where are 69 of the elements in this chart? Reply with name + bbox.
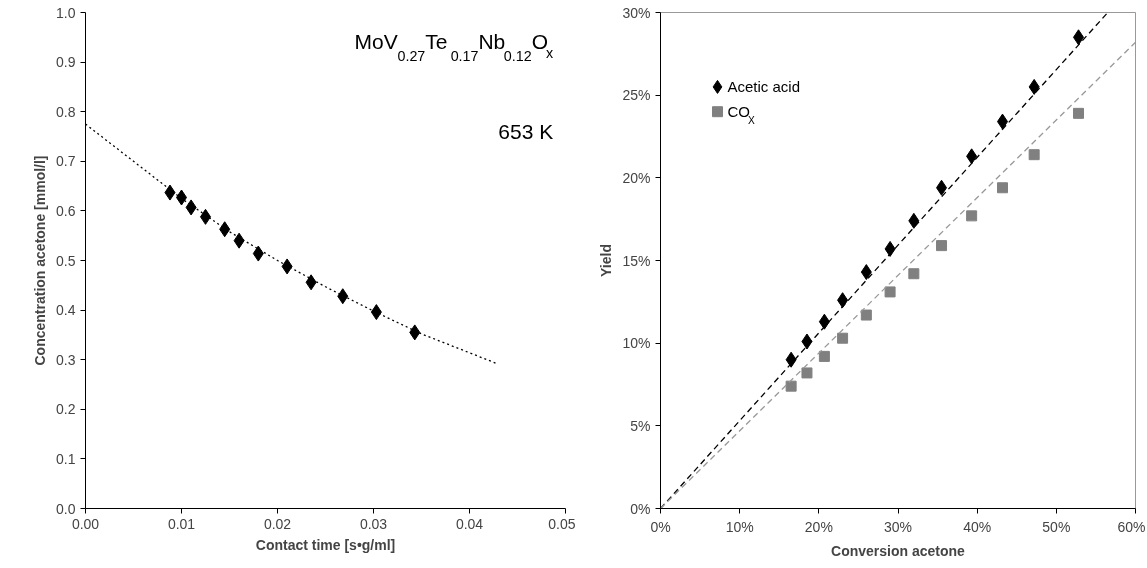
x-axis-title: Contact time [s•g/ml]	[255, 536, 396, 553]
point	[370, 304, 382, 321]
point	[818, 313, 830, 330]
y-tick-label: 0.9	[56, 54, 76, 71]
legend-label: Acetic acid	[727, 77, 801, 95]
point	[305, 274, 317, 291]
point	[185, 199, 197, 216]
point	[252, 245, 264, 262]
point	[936, 179, 948, 196]
x-tick-label: 20%	[804, 518, 833, 535]
x-tick-label: 30%	[883, 518, 913, 535]
y-tick-label: 10%	[622, 335, 651, 352]
point	[1028, 78, 1040, 95]
point	[860, 264, 872, 281]
point	[281, 258, 293, 275]
point	[785, 380, 797, 392]
x-tick-label: 0.03	[359, 515, 388, 532]
y-tick-label: 5%	[630, 417, 651, 434]
point	[801, 367, 813, 379]
point	[966, 210, 978, 222]
y-tick-label: 20%	[622, 169, 651, 186]
y-tick-label: 1.0	[56, 4, 76, 21]
point	[837, 292, 849, 309]
x-tick-label: 0.04	[455, 515, 484, 532]
y-tick-label: 0.3	[56, 351, 76, 368]
point	[219, 221, 231, 238]
point	[164, 184, 176, 201]
point	[997, 182, 1008, 194]
y-tick-label: 0.6	[56, 202, 76, 219]
y-axis-title: Yield	[598, 244, 615, 277]
y-tick-label: 15%	[622, 252, 651, 269]
x-axis-title: Conversion acetone	[831, 542, 966, 559]
point	[801, 333, 813, 350]
y-tick-label: 0.8	[56, 103, 76, 120]
y-tick-label: 0.5	[56, 252, 76, 269]
x-tick-label: 50%	[1042, 518, 1071, 535]
y-tick-label: 0.7	[56, 153, 76, 170]
y-tick-label: 30%	[622, 4, 651, 21]
point	[908, 268, 920, 280]
y-tick-label: 0%	[630, 500, 651, 517]
x-tick-label: 60%	[1117, 518, 1146, 535]
annotation: 653 K	[498, 119, 554, 143]
y-tick-label: 0.4	[56, 302, 76, 319]
x-tick-label: 0.05	[548, 515, 576, 532]
point	[409, 324, 421, 341]
point	[818, 350, 830, 362]
x-tick-label: 40%	[963, 518, 992, 535]
y-axis-title: Concentration acetone [mmol/l]	[32, 155, 49, 366]
point	[884, 286, 896, 298]
x-tick-label: 0.02	[263, 515, 292, 532]
y-tick-label: 25%	[622, 87, 651, 104]
x-tick-label: 0.01	[167, 515, 196, 532]
point	[837, 332, 849, 344]
point	[860, 309, 872, 321]
x-tick-label: 0.00	[71, 515, 100, 532]
y-tick-label: 0.1	[56, 450, 76, 467]
point	[936, 240, 948, 252]
point	[1028, 149, 1040, 161]
point	[884, 240, 896, 257]
point	[233, 232, 245, 249]
x-tick-label: 0%	[650, 518, 671, 535]
y-tick-label: 0.0	[56, 500, 76, 517]
y-tick-label: 0.2	[56, 401, 76, 418]
x-tick-label: 10%	[725, 518, 754, 535]
point	[966, 148, 978, 165]
point	[1073, 107, 1084, 119]
point	[337, 288, 349, 305]
point	[908, 212, 920, 229]
point	[785, 351, 797, 368]
